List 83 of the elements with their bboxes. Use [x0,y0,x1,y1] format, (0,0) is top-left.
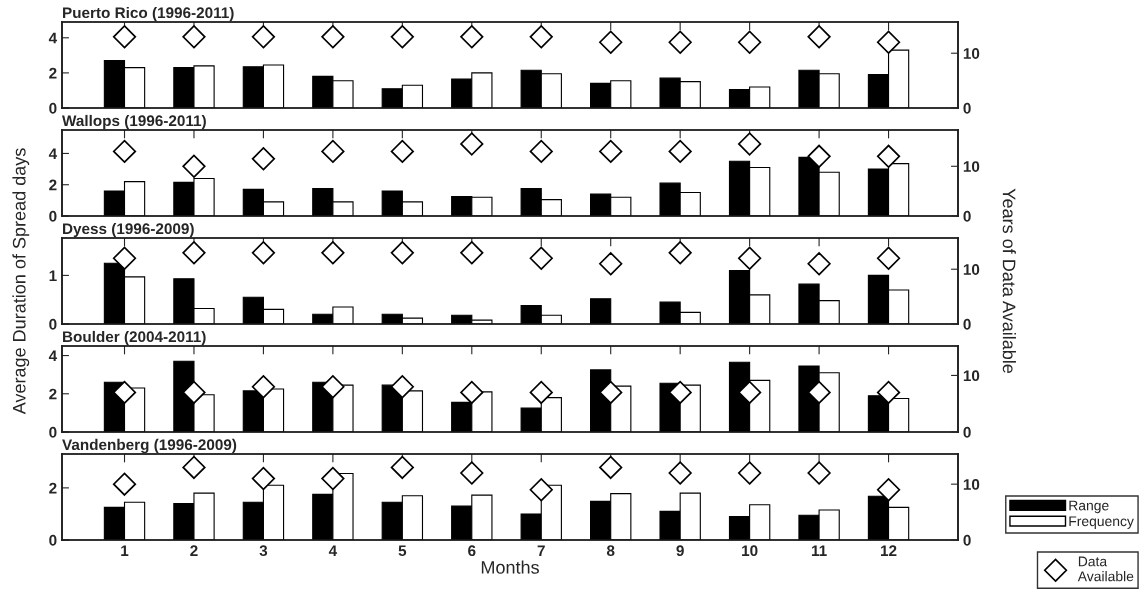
chart-title: Vandenberg (1996-2009) [62,438,237,454]
point [599,139,623,164]
bar [590,298,612,324]
chart-title: Dyess (1996-2009) [63,222,194,238]
point [112,472,137,496]
point [460,241,484,265]
y2-axis-title: Years of Data Available [1002,188,1016,374]
point [599,252,623,276]
x-axis-title: Months [481,560,539,574]
point [112,246,137,270]
x-tick-label: 7 [537,545,545,556]
point [876,478,901,502]
legend-label: Data Available [1077,556,1134,582]
point [668,241,692,265]
point [737,461,762,485]
point [460,461,484,485]
x-tick-label: 1 [121,545,129,556]
point [876,246,901,270]
point [460,132,484,156]
y2-tick-label: 0 [963,426,971,438]
y-tick-label: 4 [48,350,58,362]
point [599,455,623,480]
y-tick-label: 0 [49,534,57,546]
y-tick-label: 2 [49,67,57,79]
point [668,139,692,164]
x-tick-label: 9 [676,545,684,557]
y-tick-label: 0 [49,102,57,114]
point [807,461,831,485]
chart-title: Boulder (2004-2011) [63,330,206,346]
point [807,144,831,168]
point [390,455,414,480]
point [668,461,692,485]
legend-label: Frequency [1069,516,1134,529]
point [321,466,345,491]
y-axis-title: Average Duration of Spread days [12,148,30,415]
point [182,154,206,178]
y-tick-label: 2 [49,179,57,191]
point [807,252,831,276]
point [182,455,206,480]
y2-tick-label: 0 [963,534,971,546]
point [390,241,414,265]
point [737,132,762,156]
y-tick-label: 4 [48,148,58,159]
y-tick-label: 0 [49,426,57,438]
point [251,147,276,171]
y-tick-label: 0 [49,210,57,222]
point [321,241,345,265]
y2-tick-label: 0 [963,318,971,330]
point [112,139,137,164]
y2-tick-label: 10 [963,370,980,382]
y2-tick-label: 0 [963,102,971,114]
y-tick-label: 1 [49,270,57,281]
x-tick-label: 6 [468,545,476,557]
point [876,144,901,168]
y2-tick-label: 10 [963,264,980,275]
y2-tick-label: 10 [963,161,980,172]
point [529,478,553,502]
chart-title: Puerto Rico (1996-2011) [63,6,234,22]
chart-title: Wallops (1996-2011) [62,114,206,130]
x-tick-label: 8 [606,545,615,557]
x-tick-label: 12 [881,545,897,556]
x-tick-label: 11 [811,545,827,556]
point [529,246,553,270]
legend-label: Range [1069,500,1109,514]
x-tick-label: 10 [742,545,758,557]
y2-tick-label: 0 [963,210,971,222]
y2-tick-label: 10 [963,48,980,59]
point [737,246,762,270]
point [529,139,553,164]
point [321,139,345,164]
point [182,241,206,265]
x-tick-label: 4 [328,545,338,556]
x-tick-label: 2 [190,545,198,556]
x-tick-label: 5 [398,545,407,557]
point [251,466,276,491]
y-tick-label: 0 [49,318,57,330]
y-tick-label: 2 [49,482,57,494]
y2-tick-label: 10 [963,479,980,490]
y-tick-label: 4 [48,32,58,44]
x-tick-label: 3 [259,545,268,557]
point [251,241,276,265]
y-tick-label: 2 [49,388,57,400]
point [390,139,414,164]
